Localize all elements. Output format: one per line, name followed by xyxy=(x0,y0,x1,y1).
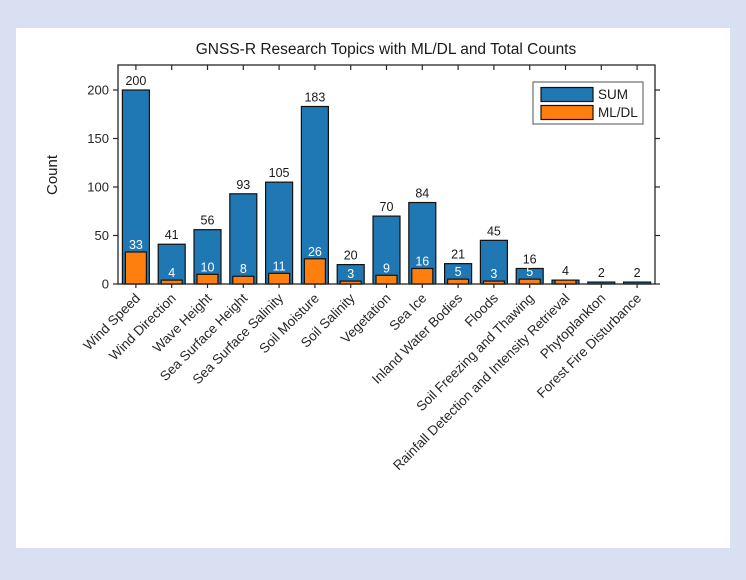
mldl-value-label-sea-ice: 16 xyxy=(415,254,429,268)
mldl-value-label-soil-moisture: 26 xyxy=(308,245,322,259)
mldl-value-label-floods: 3 xyxy=(490,267,497,281)
sum-value-label-soil-salinity: 20 xyxy=(344,249,358,263)
mldl-value-label-vegetation: 9 xyxy=(383,261,390,275)
legend-label-mldl: ML/DL xyxy=(598,105,638,120)
y-tick-label-150: 150 xyxy=(87,131,109,146)
bar-mldl-sea-ice xyxy=(411,267,434,285)
y-tick-label-100: 100 xyxy=(87,180,109,195)
bar-mldl-vegetation xyxy=(375,274,398,285)
mldl-value-label-sea-surface-salinity: 11 xyxy=(273,259,286,273)
mldl-value-label-wave-height: 10 xyxy=(201,260,215,274)
sum-value-label-inland-water-bodies: 21 xyxy=(451,248,465,262)
mldl-value-label-inland-water-bodies: 5 xyxy=(455,265,462,279)
sum-value-label-sea-surface-salinity: 105 xyxy=(269,166,290,180)
y-tick-label-0: 0 xyxy=(102,277,109,292)
mldl-value-label-wind-speed: 33 xyxy=(129,238,143,252)
mldl-value-label-wind-direction: 4 xyxy=(168,266,175,280)
bar-mldl-wind-speed xyxy=(124,251,148,285)
legend-swatch-sum xyxy=(540,86,594,103)
y-axis-label: Count xyxy=(44,154,61,195)
axis-ticks-layer xyxy=(113,65,660,288)
bar-mldl-sea-surface-salinity xyxy=(268,272,291,285)
mldl-value-label-soil-freezing-and-thawing: 5 xyxy=(526,265,533,279)
mldl-value-label-soil-salinity: 3 xyxy=(347,267,354,281)
sum-value-label-soil-freezing-and-thawing: 16 xyxy=(523,252,537,266)
sum-value-label-wind-direction: 41 xyxy=(165,228,179,242)
sum-value-label-wave-height: 56 xyxy=(201,214,215,228)
bar-mldl-soil-moisture xyxy=(303,258,326,285)
bars-layer xyxy=(121,89,652,285)
mldl-value-label-sea-surface-height: 8 xyxy=(240,262,247,276)
sum-value-label-vegetation: 70 xyxy=(380,200,394,214)
bar-sum-soil-moisture xyxy=(300,105,329,285)
bar-sum-sea-surface-salinity xyxy=(265,181,294,285)
legend: SUM ML/DL xyxy=(532,81,644,125)
bar-mldl-sea-surface-height xyxy=(232,275,255,285)
sum-value-label-floods: 45 xyxy=(487,224,501,238)
sum-value-label-phytoplankton: 2 xyxy=(598,266,605,280)
bar-mldl-soil-freezing-and-thawing xyxy=(518,278,541,285)
sum-value-label-forest-fire-disturbance: 2 xyxy=(634,266,641,280)
legend-swatch-mldl xyxy=(540,104,594,121)
chart-title: GNSS-R Research Topics with ML/DL and To… xyxy=(196,41,577,58)
sum-value-label-soil-moisture: 183 xyxy=(304,90,325,104)
sum-value-label-wind-speed: 200 xyxy=(125,74,146,88)
axes-box xyxy=(117,64,656,285)
y-tick-label-50: 50 xyxy=(95,228,109,243)
sum-value-label-sea-ice: 84 xyxy=(415,187,429,201)
legend-label-sum: SUM xyxy=(598,87,628,102)
sum-value-label-sea-surface-height: 93 xyxy=(236,178,250,192)
axes-box-layer xyxy=(117,64,656,285)
y-tick-label-200: 200 xyxy=(87,83,109,98)
bar-mldl-wave-height xyxy=(196,273,219,285)
bar-sum-floods xyxy=(479,239,508,285)
bar-mldl-inland-water-bodies xyxy=(447,278,470,285)
sum-value-label-rainfall-detection-and-intensity-retrieval: 4 xyxy=(562,264,569,278)
